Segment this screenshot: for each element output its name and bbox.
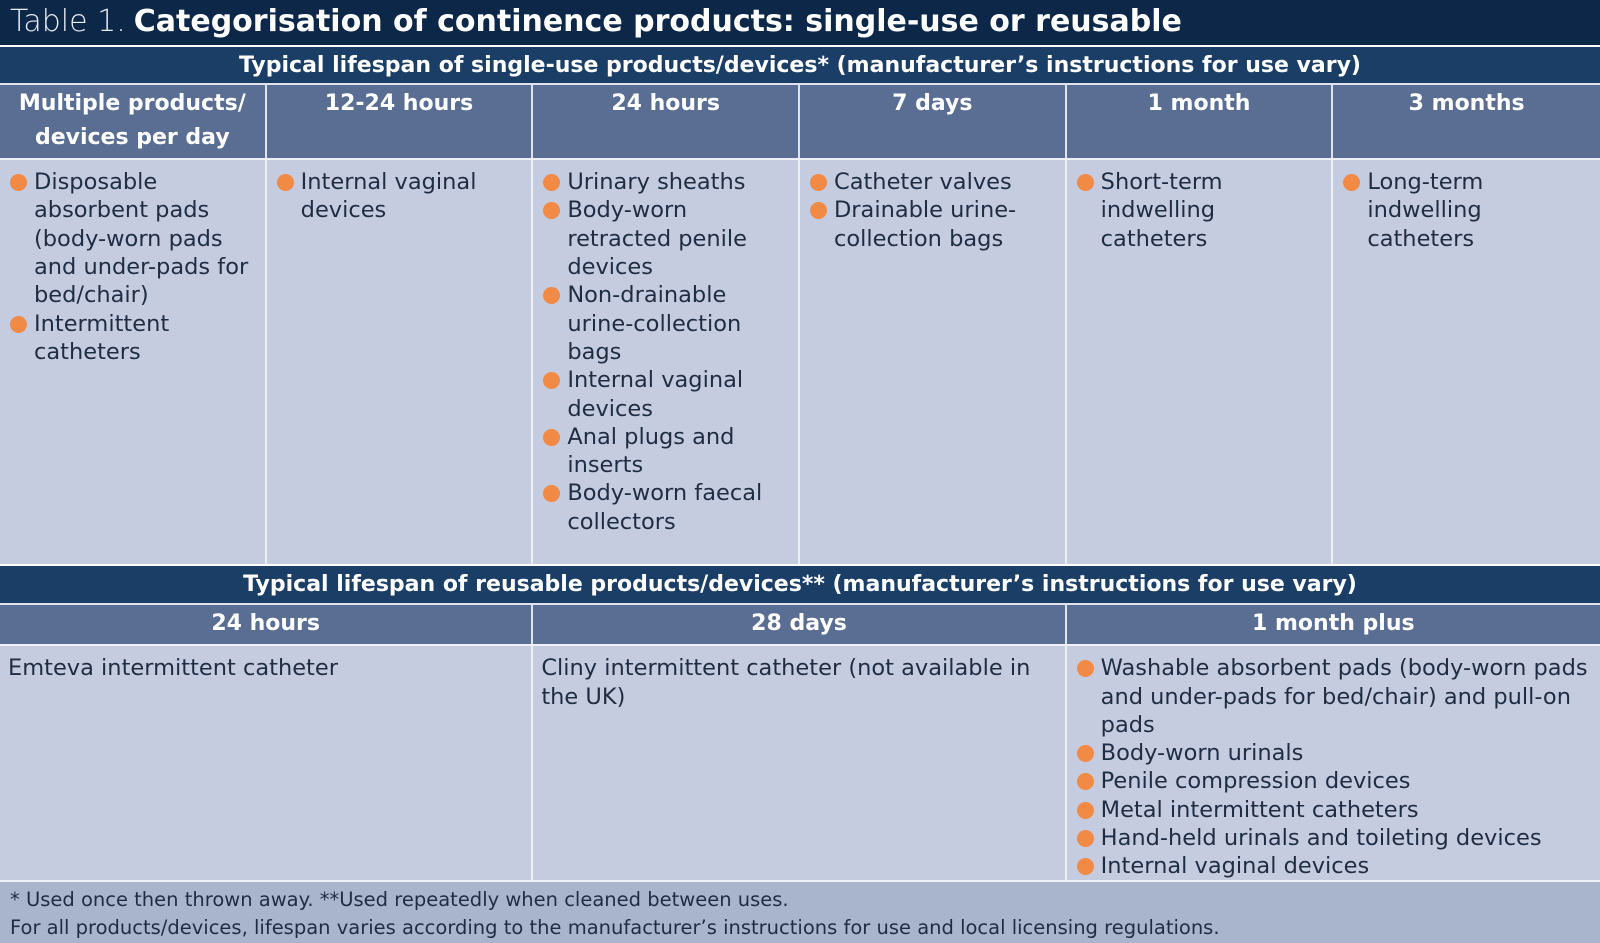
bullet-item: Catheter valves <box>808 168 1057 196</box>
body-row: Emteva intermittent catheter Cliny interm… <box>0 644 1600 881</box>
column-header: 24 hours <box>533 83 800 159</box>
section-heading: Typical lifespan of single-use products/… <box>0 44 1600 84</box>
column-header: 3 months <box>1333 83 1600 159</box>
bullet-item: Hand-held urinals and toileting devices <box>1075 824 1592 852</box>
bullet-item: Short-term indwelling catheters <box>1075 168 1324 253</box>
cell: Disposable absorbent pads (body-worn pad… <box>0 158 267 565</box>
column-header: Multiple products/ devices per day <box>0 83 267 159</box>
cell: Urinary sheaths Body-worn retracted penil… <box>533 158 800 565</box>
bullet-item: Body-worn urinals <box>1075 739 1592 767</box>
bullet-item: Non-drainable urine-collection bags <box>541 281 790 366</box>
bullet-item: Anal plugs and inserts <box>541 423 790 480</box>
cell: Emteva intermittent catheter <box>0 644 534 881</box>
cell: Cliny intermittent catheter (not availab… <box>533 644 1067 881</box>
column-header: 1 month <box>1066 83 1334 159</box>
bullet-item: Internal vaginal devices <box>1075 852 1592 880</box>
cell: Short-term indwelling catheters <box>1066 158 1334 565</box>
cell: Washable absorbent pads (body-worn pads … <box>1066 644 1600 881</box>
bullet-item: Body-worn retracted penile devices <box>541 196 790 281</box>
column-header: 24 hours <box>0 603 534 645</box>
footnote: For all products/devices, lifespan varie… <box>10 916 1220 940</box>
footnotes: * Used once then thrown away. **Used rep… <box>0 880 1600 943</box>
column-header: 1 month plus <box>1066 603 1600 645</box>
header-row: 24 hours 28 days 1 month plus <box>0 603 1600 645</box>
bullet-item: Washable absorbent pads (body-worn pads … <box>1075 654 1592 739</box>
column-header: 28 days <box>533 603 1067 645</box>
bullet-item: Internal vaginal devices <box>275 168 524 225</box>
section-heading: Typical lifespan of reusable products/de… <box>0 564 1600 604</box>
cell: Long-term indwelling catheters <box>1333 158 1600 565</box>
bullet-item: Body-worn faecal collectors <box>541 479 790 536</box>
bullet-item: Intermittent catheters <box>8 310 257 367</box>
header-row: Multiple products/ devices per day 12-24 … <box>0 83 1600 159</box>
bullet-item: Drainable urine-collection bags <box>808 196 1057 253</box>
bullet-item: Urinary sheaths <box>541 168 790 196</box>
table-title: Categorisation of continence products: s… <box>133 4 1182 40</box>
cell-text: Cliny intermittent catheter (not availab… <box>541 655 1031 710</box>
title-bar: Table 1. Categorisation of continence pr… <box>0 0 1600 45</box>
column-header: 7 days <box>799 83 1067 159</box>
cell: Internal vaginal devices <box>266 158 534 565</box>
cell-text: Emteva intermittent catheter <box>8 655 338 682</box>
cell: Catheter valves Drainable urine-collectio… <box>799 158 1067 565</box>
column-header: 12-24 hours <box>266 83 534 159</box>
table-label: Table 1. <box>10 4 126 40</box>
bullet-item: Penile compression devices <box>1075 767 1592 795</box>
bullet-item: Internal vaginal devices <box>541 366 790 423</box>
bullet-item: Long-term indwelling catheters <box>1341 168 1592 253</box>
body-row: Disposable absorbent pads (body-worn pad… <box>0 158 1600 565</box>
bullet-item: Metal intermittent catheters <box>1075 796 1592 824</box>
bullet-item: Disposable absorbent pads (body-worn pad… <box>8 168 257 309</box>
footnote: * Used once then thrown away. **Used rep… <box>10 888 789 912</box>
